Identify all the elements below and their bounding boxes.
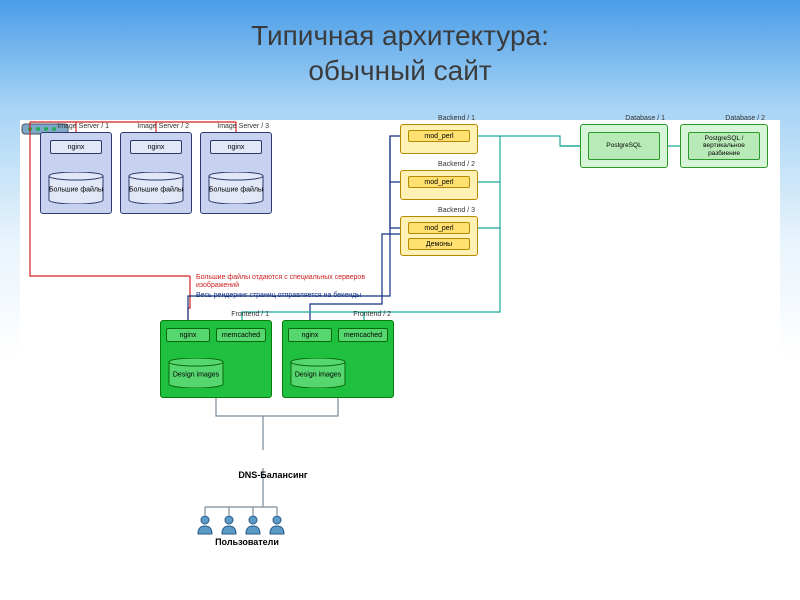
frontend-memcached-box: memcached — [216, 328, 266, 342]
design-images-cylinder: Design images — [290, 358, 346, 388]
frontend-nginx-box: nginx — [166, 328, 210, 342]
user-icon — [220, 515, 238, 539]
nginx-box: nginx — [50, 140, 102, 154]
nginx-box: nginx — [210, 140, 262, 154]
database-box: PostgreSQL / вертикальное разбиение — [688, 132, 760, 160]
note-blue: Весь рендеринг страниц отправляется на б… — [196, 292, 386, 300]
slide-title: Типичная архитектура: обычный сайт — [0, 0, 800, 88]
user-icon — [268, 515, 286, 539]
user-icon — [196, 515, 214, 539]
frontend-memcached-box: memcached — [338, 328, 388, 342]
user-icon — [244, 515, 262, 539]
note-red: Большие файлы отдаются с специальных сер… — [196, 274, 386, 290]
backend-box: Демоны — [408, 238, 470, 250]
backend-box: mod_perl — [408, 130, 470, 142]
frontend-nginx-box: nginx — [288, 328, 332, 342]
design-images-cylinder: Design images — [168, 358, 224, 388]
files-cylinder: Большие файлы — [128, 172, 184, 204]
files-cylinder: Большие файлы — [208, 172, 264, 204]
diagram-canvas: Image Server / 1nginx Большие файлыImage… — [20, 120, 780, 590]
nginx-box: nginx — [130, 140, 182, 154]
files-cylinder: Большие файлы — [48, 172, 104, 204]
backend-box: mod_perl — [408, 222, 470, 234]
database-box: PostgreSQL — [588, 132, 660, 160]
backend-box: mod_perl — [408, 176, 470, 188]
dns-label: DNS-Балансинг — [228, 470, 318, 480]
